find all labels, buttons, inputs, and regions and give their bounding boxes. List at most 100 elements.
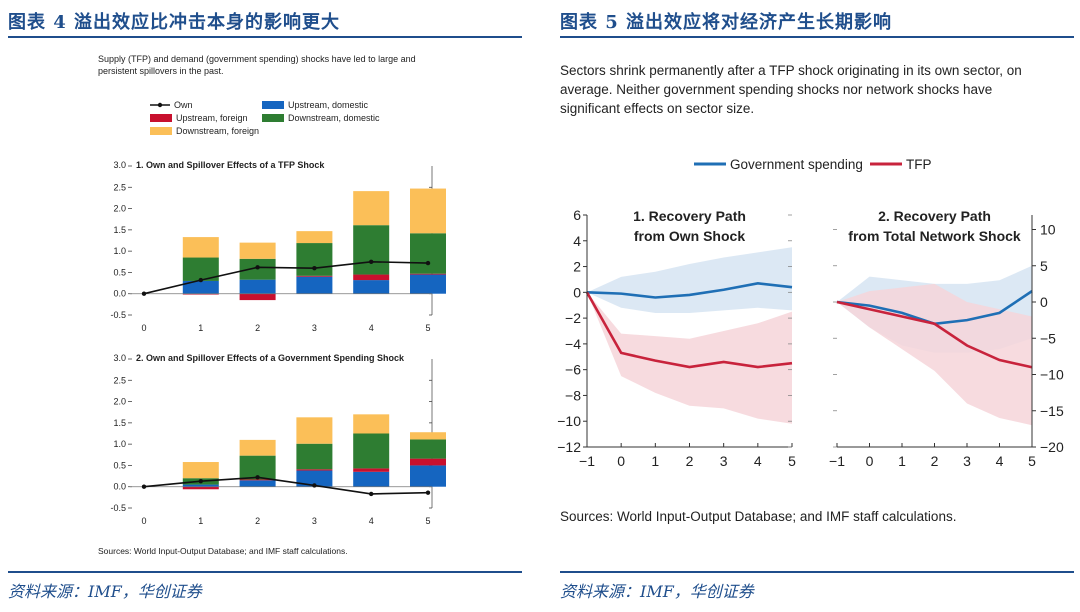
bar-segment-upstream-domestic (353, 471, 390, 487)
figure-4-legend: Own Upstream, domestic Upstream, foreign… (150, 100, 380, 136)
own-effect-point (198, 478, 203, 484)
series-line-tfp (836, 300, 1033, 369)
own-effect-point (425, 260, 431, 266)
x-tick-label: 1 (651, 453, 659, 469)
legend-downstream-domestic-label: Downstream, domestic (288, 113, 380, 123)
figure-4-title: 图表 4 溢出效应比冲击本身的影响更大 (8, 12, 341, 33)
own-effect-point (141, 291, 147, 296)
x-tick-label: 5 (788, 453, 796, 469)
confidence-band-tfp (587, 292, 792, 424)
bar-segment-downstream-foreign (410, 432, 446, 440)
figure-4-top-rule (8, 36, 522, 38)
x-tick-label: 5 (425, 516, 430, 526)
y-tick-label: −20 (1040, 439, 1064, 455)
x-tick-label: 2 (686, 453, 694, 469)
y-tick-label: 1.0 (113, 246, 126, 256)
y-tick-label: 2 (573, 259, 581, 275)
y-tick-label: 2.5 (113, 375, 126, 385)
bar-segment-downstream-foreign (239, 242, 276, 259)
y-tick-label: 1.5 (113, 418, 126, 428)
own-effect-point (425, 490, 431, 495)
chart-title: 2. Recovery Path (878, 208, 991, 224)
bar-segment-downstream-domestic (410, 233, 446, 274)
legend-own-marker (157, 102, 163, 108)
x-tick-label: 2 (255, 516, 260, 526)
y-tick-label: 4 (573, 233, 581, 249)
series-line-gov (586, 281, 793, 299)
y-tick-label: −15 (1040, 403, 1064, 419)
legend-downstream-foreign-swatch (150, 127, 172, 135)
own-effect-line (143, 476, 429, 495)
y-tick-label: 0 (1040, 294, 1048, 310)
x-tick-label: 3 (312, 516, 317, 526)
bar-segment-upstream-foreign (410, 273, 446, 275)
bar-segment-upstream-foreign (353, 274, 390, 281)
y-tick-label: 0.0 (113, 482, 126, 492)
y-tick-label: -0.5 (110, 503, 126, 513)
figure-5-intro-line-3: significant effects on sector size. (560, 101, 754, 116)
y-tick-label: 10 (1040, 222, 1056, 238)
figure-5-panel: 图表 5 溢出效应将对经济产生长期影响 Sectors shrink perma… (552, 0, 1080, 612)
x-tick-label: 2 (255, 323, 260, 333)
y-tick-label: −6 (565, 362, 581, 378)
x-tick-label: 0 (617, 453, 625, 469)
own-effect-point (198, 277, 203, 283)
x-tick-label: 2 (931, 453, 939, 469)
own-effect-point (255, 475, 260, 480)
bar-segment-downstream-foreign (353, 191, 390, 226)
legend-upstream-domestic-label: Upstream, domestic (288, 100, 369, 110)
y-tick-label: -0.5 (110, 310, 126, 320)
confidence-band-tfp (837, 283, 1032, 426)
bar-segment-upstream-domestic (182, 484, 219, 487)
own-effect-point (141, 484, 147, 489)
own-effect-point (312, 265, 317, 271)
figure-4-source: 资料来源：IMF，华创证券 (8, 582, 202, 601)
figure-4-intro-line-2: persistent spillovers in the past. (98, 66, 224, 76)
y-tick-label: 3.0 (113, 160, 126, 170)
y-tick-label: 3.0 (113, 353, 126, 363)
x-tick-label: 0 (141, 516, 146, 526)
own-effect-point (255, 265, 260, 270)
x-tick-label: 4 (996, 453, 1004, 469)
y-tick-label: −8 (565, 387, 581, 403)
legend-downstream-domestic-swatch (262, 114, 284, 122)
x-tick-label: 3 (312, 323, 317, 333)
x-tick-label: 1 (198, 323, 203, 333)
bar-segment-downstream-foreign (353, 414, 390, 434)
figure-5-bottom-rule (560, 571, 1074, 573)
y-tick-label: −2 (565, 310, 581, 326)
bar-segment-upstream-domestic (182, 280, 219, 294)
y-tick-label: 0.5 (113, 267, 126, 277)
x-tick-label: 4 (369, 323, 374, 333)
bar-segment-downstream-domestic (410, 439, 446, 459)
y-tick-label: −10 (557, 413, 581, 429)
network-shock-line-chart: 2. Recovery Path from Total Network Shock… (829, 208, 1064, 469)
y-tick-label: 0 (573, 284, 581, 300)
legend-upstream-domestic-swatch (262, 101, 284, 109)
chart-title: 2. Own and Spillover Effects of a Govern… (136, 353, 405, 363)
y-tick-label: −12 (557, 439, 581, 455)
own-shock-line-chart: 1. Recovery Path from Own Shock 6 4 2 0 −2 −4 −6… (557, 207, 796, 469)
bar-segment-downstream-domestic (182, 257, 219, 281)
bar-segment-downstream-domestic (296, 243, 333, 276)
bar-segment-upstream-domestic (239, 279, 276, 294)
y-tick-label: −5 (1040, 330, 1056, 346)
bar-segment-downstream-foreign (182, 237, 219, 258)
y-tick-label: 2.5 (113, 182, 126, 192)
figure-5-sources-note: Sources: World Input-Output Database; an… (560, 509, 956, 524)
bar-segment-downstream-domestic (353, 433, 390, 469)
figure-4-charts: Supply (TFP) and demand (government spen… (98, 54, 446, 556)
figure-4-sources-note: Sources: World Input-Output Database; an… (98, 546, 348, 556)
x-tick-label: 4 (369, 516, 374, 526)
bar-segment-upstream-domestic (410, 274, 446, 294)
x-tick-label: 4 (754, 453, 762, 469)
own-effect-point (312, 483, 317, 488)
legend-tfp-label: TFP (906, 157, 932, 172)
x-tick-label: 0 (866, 453, 874, 469)
own-effect-point (369, 491, 374, 497)
chart-title: 1. Recovery Path (633, 208, 746, 224)
x-tick-label: 0 (141, 323, 146, 333)
y-tick-label: 0.0 (113, 289, 126, 299)
x-tick-label: −1 (829, 453, 845, 469)
y-tick-label: 2.0 (113, 204, 126, 214)
